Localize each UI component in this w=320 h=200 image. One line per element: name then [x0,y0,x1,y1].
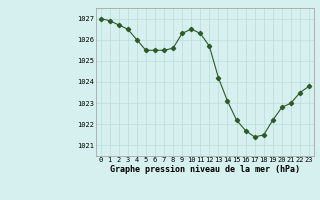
X-axis label: Graphe pression niveau de la mer (hPa): Graphe pression niveau de la mer (hPa) [110,165,300,174]
